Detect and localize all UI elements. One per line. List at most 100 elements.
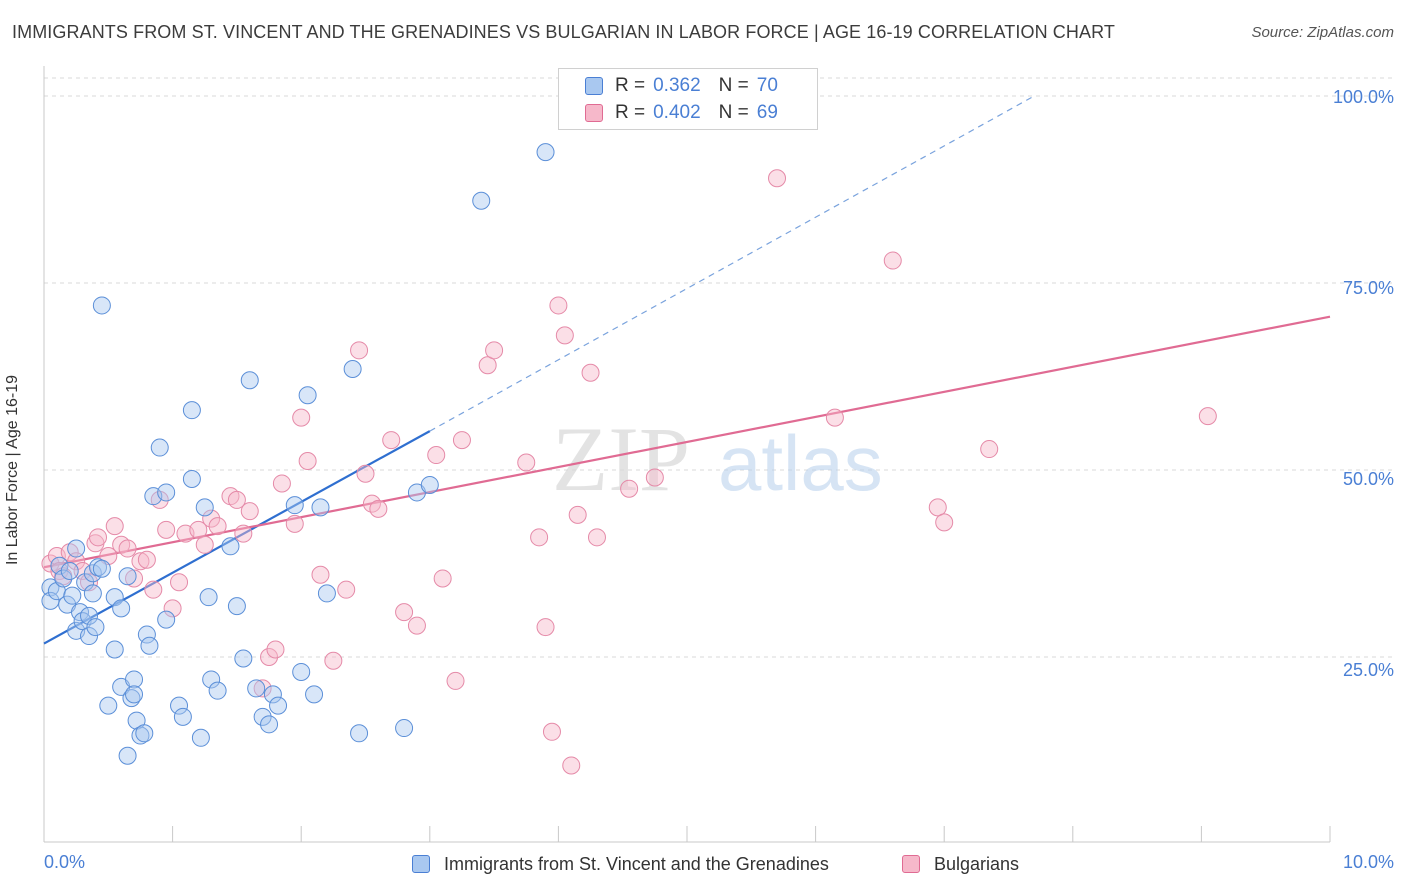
blue-point-60 [298,386,317,405]
pink-point-7 [80,573,99,592]
n-value-blue: 70 [756,75,778,96]
blue-point-23 [105,588,124,607]
watermark-zip: ZIP [552,408,690,510]
pink-legend-swatch [902,855,920,873]
legend-label-pink: Bulgarians [934,853,1020,874]
blue-point-38 [157,610,176,629]
pink-point-54 [517,453,536,472]
pink-point-39 [324,651,343,670]
pink-point-57 [542,722,561,741]
blue-point-49 [221,537,240,556]
blue-point-48 [208,681,227,700]
blue-point-27 [118,746,137,765]
blue-point-51 [234,649,253,668]
blue-point-46 [199,588,218,607]
pink-point-36 [292,408,311,427]
r-value-blue: 0.362 [653,75,701,96]
blue-point-66 [395,719,414,738]
legend-item-blue[interactable]: Immigrants from St. Vincent and the Gren… [412,852,829,876]
trend-lines [43,95,1331,645]
pink-point-11 [105,517,124,536]
pink-point-50 [446,671,465,690]
blue-point-14 [80,606,99,625]
blue-point-39 [157,483,176,502]
blue-point-57 [269,696,288,715]
source-label: Source: ZipAtlas.com [1251,24,1394,41]
r-value-pink: 0.402 [653,102,701,123]
grid-lines [44,77,1392,658]
blue-swatch [585,77,603,95]
pink-point-16 [137,550,156,569]
pink-point-51 [452,431,471,450]
pink-point-58 [549,296,568,315]
pink-point-15 [131,552,150,571]
pink-point-35 [285,514,304,533]
pink-point-21 [170,573,189,592]
legend-item-pink[interactable]: Bulgarians [902,852,1019,876]
pink-point-37 [298,452,317,471]
pink-point-20 [163,599,182,618]
blue-point-17 [86,618,105,637]
blue-legend-swatch [412,855,430,873]
blue-point-53 [247,679,266,698]
pink-point-59 [555,326,574,345]
r-label: R = [615,75,646,96]
pink-point-44 [369,499,388,518]
blue-point-65 [350,724,369,743]
blue-point-6 [60,561,79,580]
pink-point-13 [118,539,137,558]
y-tick-label-75: 75.0% [1342,278,1394,298]
y-tick-label-50: 50.0% [1342,469,1394,489]
blue-point-4 [54,569,73,588]
y-tick-label-25: 25.0% [1342,660,1394,680]
pink-point-30 [240,502,259,521]
pink-point-17 [144,580,163,599]
pink-point-48 [427,446,446,465]
pink-swatch [585,104,603,122]
pink-point-45 [382,431,401,450]
pink-point-23 [189,520,208,539]
pink-point-55 [530,528,549,547]
blue-point-7 [63,586,82,605]
pink-point-71 [980,440,999,459]
pink-point-31 [253,679,272,698]
blue-point-37 [150,438,169,457]
pink-point-72 [1198,407,1217,426]
blue-point-30 [125,685,144,704]
blue-point-13 [80,627,99,646]
pink-point-64 [620,479,639,498]
x-min-label: 0.0% [44,852,86,872]
n-label: N = [718,102,749,123]
blue-point-64 [343,360,362,379]
pink-point-40 [337,580,356,599]
blue-point-29 [125,670,144,689]
y-axis-label: In Labor Force | Age 16-19 [4,374,22,566]
blue-point-63 [317,584,336,603]
n-label: N = [718,75,749,96]
pink-point-67 [825,408,844,427]
blue-point-59 [292,662,311,681]
pink-point-9 [89,528,108,547]
blue-point-56 [263,685,282,704]
pink-point-52 [478,356,497,375]
blue-point-44 [191,728,210,747]
pink-point-24 [195,535,214,554]
blue-point-15 [83,584,102,603]
watermark-atlas: atlas [718,419,883,507]
pink-point-41 [350,341,369,360]
trend-line-pink [43,315,1331,569]
pink-point-26 [208,517,227,536]
pink-point-25 [202,509,221,528]
axes [43,66,1331,843]
blue-point-22 [105,640,124,659]
blue-point-34 [137,625,156,644]
blue-point-20 [92,296,111,315]
blue-point-33 [135,724,154,743]
blue-point-1 [41,591,60,610]
pink-point-49 [433,569,452,588]
blue-point-24 [112,599,131,618]
blue-point-21 [99,696,118,715]
trend-line-blue [43,430,431,645]
pink-point-5 [67,552,86,571]
